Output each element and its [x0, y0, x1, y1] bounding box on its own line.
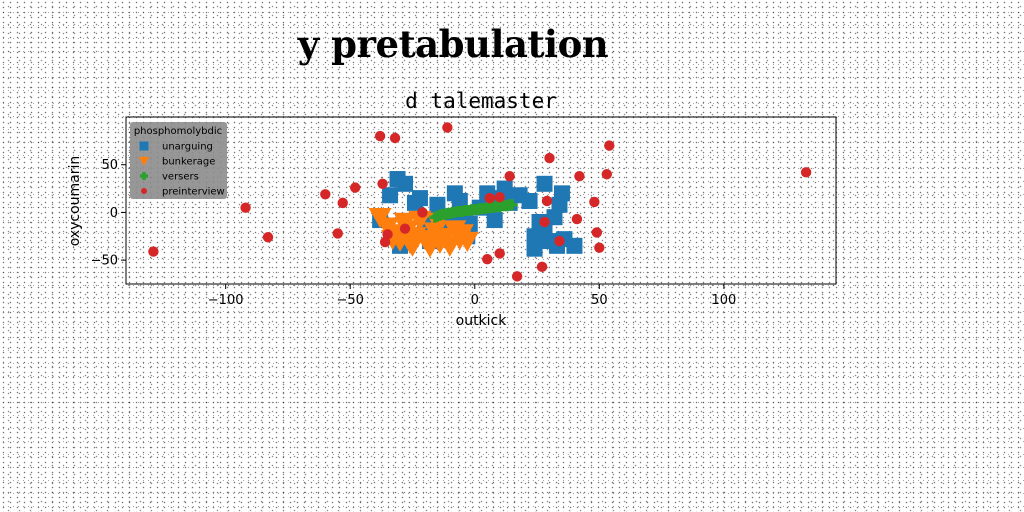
legend-item: unarguing [139, 141, 213, 153]
data-point [482, 253, 493, 265]
data-point [800, 167, 812, 178]
data-point [553, 185, 570, 202]
data-point [398, 233, 422, 254]
legend-title: phosphomolybdic [134, 126, 222, 137]
data-point [486, 212, 503, 229]
x-tick-label: −50 [336, 293, 363, 308]
data-point [349, 182, 361, 193]
x-tick-label: 50 [591, 293, 608, 308]
data-point [536, 175, 553, 192]
data-point [601, 169, 613, 180]
plot-frame [125, 116, 837, 285]
data-point [374, 130, 386, 142]
data-point [511, 271, 523, 282]
x-tick-label: 100 [711, 293, 736, 308]
data-point [484, 192, 495, 204]
data-point [571, 213, 583, 225]
data-marks [148, 122, 812, 282]
data-point [521, 192, 538, 209]
legend-label: bunkerage [162, 157, 215, 168]
series-preinterview [148, 122, 812, 282]
data-point [417, 207, 428, 218]
data-point [541, 195, 553, 207]
data-point [506, 199, 518, 211]
data-point [455, 231, 479, 252]
data-point [382, 229, 393, 240]
data-point [442, 122, 453, 133]
legend-items: unarguing bunkerage versers preinterview [138, 141, 225, 198]
data-point [566, 237, 583, 254]
legend-marker [141, 188, 147, 194]
legend-item: versers [140, 172, 199, 183]
series-versers [429, 199, 518, 223]
data-point [429, 196, 446, 213]
data-point [494, 248, 505, 259]
legend-box [130, 122, 227, 199]
data-point [337, 197, 348, 209]
data-point [544, 152, 555, 164]
x-axis-label: outkick [456, 313, 508, 329]
data-point [382, 187, 399, 204]
chart-title: d talemaster [405, 89, 557, 113]
data-point [589, 196, 600, 208]
data-point [536, 261, 548, 273]
data-point [546, 209, 563, 226]
legend-item: preinterview [141, 187, 225, 198]
data-point [494, 191, 505, 203]
data-point [262, 232, 274, 243]
y-axis-ticks: −50 0 50 [91, 158, 126, 269]
data-point [451, 192, 468, 209]
data-point [377, 178, 388, 189]
data-point [526, 240, 543, 257]
legend-marker [140, 172, 148, 180]
data-point [574, 170, 585, 182]
legend-label: preinterview [162, 187, 225, 198]
y-tick-label: 50 [101, 158, 118, 173]
x-tick-label: 0 [471, 293, 479, 308]
y-tick-label: −50 [91, 254, 118, 269]
data-point [389, 132, 401, 144]
legend-marker [139, 141, 149, 151]
legend-label: versers [162, 172, 199, 183]
data-point [554, 235, 565, 247]
legend: phosphomolybdic unarguing bunkerage verser… [130, 122, 227, 199]
legend-item: bunkerage [138, 156, 215, 168]
data-point [539, 216, 550, 228]
data-point [594, 242, 605, 253]
data-point [397, 175, 414, 192]
y-tick-label: 0 [110, 206, 118, 221]
data-point [411, 190, 428, 207]
legend-marker [138, 156, 150, 166]
figure-title: y pretabulation [297, 22, 609, 66]
data-point [320, 189, 331, 200]
legend-label: unarguing [162, 142, 213, 153]
x-axis-ticks: −100 −50 0 50 100 [208, 284, 736, 308]
data-point [148, 246, 159, 257]
data-point [399, 223, 411, 234]
data-point [504, 170, 515, 182]
data-point [240, 202, 251, 213]
x-tick-label: −100 [208, 293, 244, 308]
data-point [604, 140, 615, 151]
data-point [591, 227, 603, 238]
data-point [423, 222, 447, 243]
data-point [536, 223, 553, 240]
y-axis-label: oxycoumarin [67, 156, 83, 247]
data-point [332, 228, 343, 239]
